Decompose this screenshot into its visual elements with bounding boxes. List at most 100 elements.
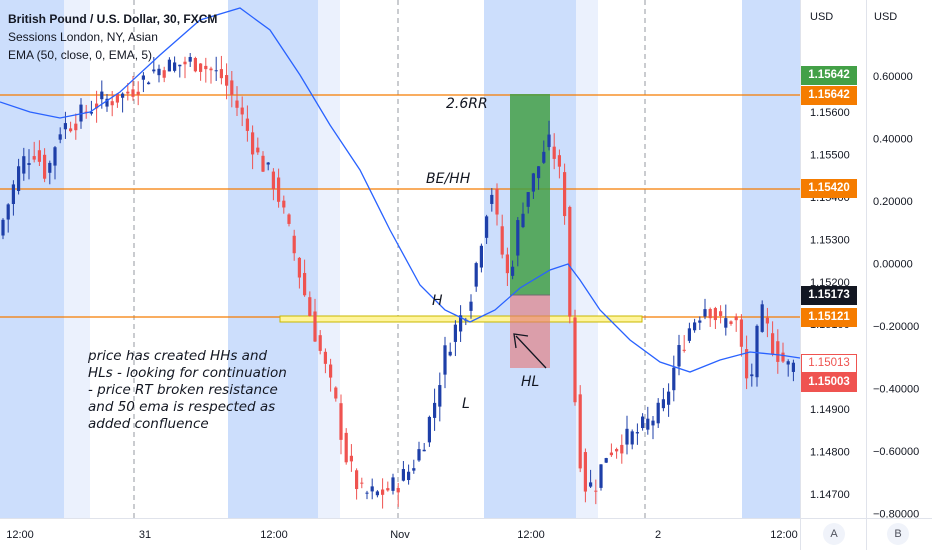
candle-body xyxy=(765,317,769,324)
candle-body xyxy=(339,403,343,440)
candle-body xyxy=(474,263,478,287)
price-tick-label: 1.15500 xyxy=(810,149,850,161)
sessions-indicator-label[interactable]: Sessions London, NY, Asian xyxy=(8,30,158,44)
candle xyxy=(110,90,114,117)
candle-body xyxy=(760,304,764,332)
candle xyxy=(479,243,483,273)
candle-body xyxy=(349,455,353,462)
price-tick-label: 1.14700 xyxy=(810,489,850,501)
candle-body xyxy=(563,172,567,217)
horizontal-levels xyxy=(0,94,800,323)
candle xyxy=(193,56,197,73)
candle xyxy=(266,162,270,171)
candle xyxy=(521,202,525,229)
candle xyxy=(6,203,10,233)
candle-body xyxy=(79,104,83,122)
candle-body xyxy=(713,308,717,321)
session-band-light-1 xyxy=(318,0,340,518)
candle-body xyxy=(417,449,421,461)
candle-body xyxy=(708,308,712,319)
candle xyxy=(37,140,41,167)
candle xyxy=(282,195,286,214)
candle xyxy=(604,457,608,464)
candle xyxy=(511,260,515,280)
rr-label: 2.6RR xyxy=(446,96,488,112)
candle-body xyxy=(552,146,556,159)
ema-50-line xyxy=(0,7,801,373)
candle xyxy=(178,64,182,78)
candle xyxy=(427,415,431,447)
candle xyxy=(334,386,338,402)
percent-scale-button[interactable]: B xyxy=(887,523,909,545)
candle xyxy=(422,442,426,452)
candle xyxy=(323,348,327,374)
candle xyxy=(115,93,119,108)
candle xyxy=(552,133,556,170)
candle xyxy=(407,464,411,485)
candle xyxy=(183,56,187,79)
candle-body xyxy=(209,68,213,71)
ema-indicator-label[interactable]: EMA (50, close, 0, EMA, 5) xyxy=(8,48,153,62)
candlestick-series xyxy=(1,52,795,509)
time-tick-label: Nov xyxy=(390,529,410,541)
candle xyxy=(365,490,369,500)
candle xyxy=(58,127,62,144)
candle xyxy=(199,63,203,81)
candle-body xyxy=(646,418,650,430)
percent-tick-label: −0.80000 xyxy=(873,509,919,521)
candle-body xyxy=(604,458,608,463)
candle xyxy=(646,406,650,435)
candle xyxy=(661,387,665,412)
candle xyxy=(448,342,452,357)
candle-body xyxy=(329,364,333,378)
symbol-title[interactable]: British Pound / U.S. Dollar, 30, FXCM xyxy=(8,12,218,26)
candle-body xyxy=(162,70,166,78)
candle-body xyxy=(297,257,301,278)
candle-body xyxy=(391,477,395,491)
candle-body xyxy=(121,93,125,98)
candle xyxy=(557,149,561,179)
candle xyxy=(22,147,26,181)
percent-tick-label: −0.60000 xyxy=(873,446,919,458)
candle-body xyxy=(500,226,504,255)
candle-body xyxy=(303,272,307,296)
candle xyxy=(453,320,457,357)
candle-body xyxy=(578,394,582,469)
candle xyxy=(708,307,712,327)
candle-body xyxy=(505,254,509,274)
candle-body xyxy=(453,324,457,342)
candle xyxy=(620,434,624,464)
candle-body xyxy=(131,89,135,97)
candle xyxy=(339,394,343,455)
candle xyxy=(157,64,161,83)
percent-tick-label: 0.40000 xyxy=(873,134,913,146)
candle-body xyxy=(141,75,145,80)
current-price-tag: 1.15173 xyxy=(801,286,857,305)
candle-body xyxy=(401,469,405,481)
hl-arrow xyxy=(513,333,547,369)
session-band-light-2 xyxy=(576,0,598,518)
candle-body xyxy=(225,75,229,86)
candle-body xyxy=(1,219,5,236)
candle-body xyxy=(511,266,515,276)
candle xyxy=(188,52,192,68)
candle-body xyxy=(271,171,275,190)
candle-body xyxy=(22,156,26,174)
candle xyxy=(760,300,764,333)
higher-high-label: H xyxy=(432,293,443,309)
candle xyxy=(27,149,31,180)
candle-body xyxy=(672,367,676,391)
percent-tick-label: −0.40000 xyxy=(873,384,919,396)
support-line-price-tag: 1.15121 xyxy=(801,308,857,327)
time-tick-label: 2 xyxy=(655,529,661,541)
candle-body xyxy=(656,402,660,424)
ema-line xyxy=(0,7,801,373)
candle-body xyxy=(630,431,634,445)
auto-scale-button[interactable]: A xyxy=(823,523,845,545)
left-currency-label: USD xyxy=(810,11,833,23)
candle-body xyxy=(308,297,312,317)
candle xyxy=(412,459,416,474)
candle xyxy=(105,93,109,112)
candle-body xyxy=(776,341,780,362)
